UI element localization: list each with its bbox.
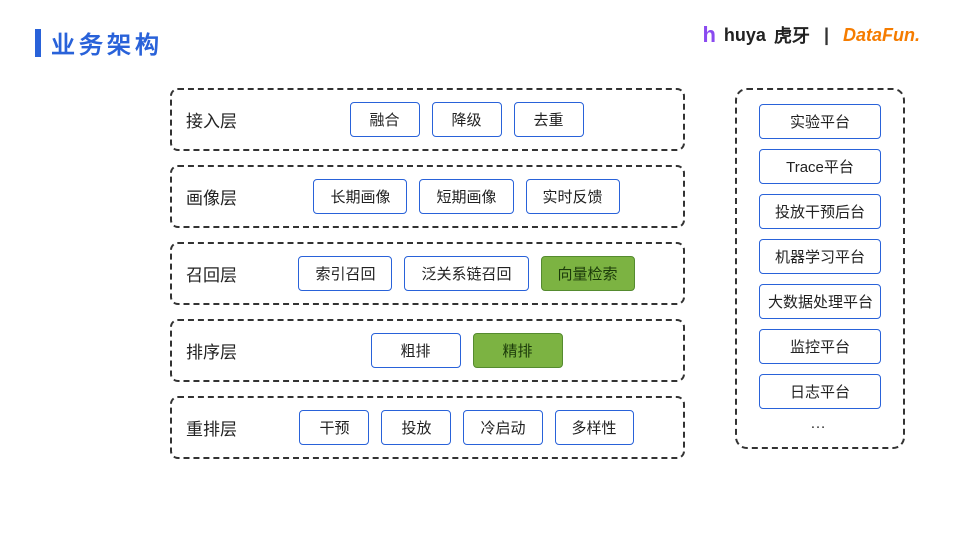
layer-access: 接入层 融合 降级 去重: [170, 88, 685, 151]
layer-recall: 召回层 索引召回 泛关系链召回 向量检索: [170, 242, 685, 305]
platform-box: 日志平台: [759, 374, 881, 409]
arch-box: 短期画像: [419, 179, 513, 214]
arch-box: 投放: [381, 410, 451, 445]
arch-box: 去重: [514, 102, 584, 137]
huya-logo-icon: h: [702, 22, 715, 48]
platform-sidebar: 实验平台 Trace平台 投放干预后台 机器学习平台 大数据处理平台 监控平台 …: [735, 88, 905, 449]
platform-box: Trace平台: [759, 149, 881, 184]
layer-label: 接入层: [186, 107, 246, 132]
page-title: 业务架构: [51, 25, 163, 60]
platform-box: 投放干预后台: [759, 194, 881, 229]
platform-box: 实验平台: [759, 104, 881, 139]
arch-box: 多样性: [555, 410, 634, 445]
platform-box: 机器学习平台: [759, 239, 881, 274]
arch-box: 长期画像: [313, 179, 407, 214]
layer-rank: 排序层 粗排 精排: [170, 319, 685, 382]
layer-items: 融合 降级 去重: [264, 102, 669, 137]
arch-box: 泛关系链召回: [404, 256, 528, 291]
arch-box: 粗排: [371, 333, 461, 368]
layer-label: 排序层: [186, 338, 246, 363]
title-accent: [35, 29, 41, 57]
platform-box: 监控平台: [759, 329, 881, 364]
logo-separator: |: [824, 25, 829, 46]
ellipsis: …: [759, 415, 881, 433]
huya-logo-en: huya: [724, 25, 766, 46]
platform-box: 大数据处理平台: [759, 284, 881, 319]
logo-area: h huya 虎牙 | DataFun.: [702, 22, 920, 48]
layers-column: 接入层 融合 降级 去重 画像层 长期画像 短期画像 实时反馈 召回层 索引召回…: [170, 88, 685, 459]
arch-box-highlight: 向量检索: [541, 256, 635, 291]
layer-items: 索引召回 泛关系链召回 向量检索: [264, 256, 669, 291]
layer-label: 召回层: [186, 261, 246, 286]
arch-box: 干预: [299, 410, 369, 445]
arch-box: 实时反馈: [526, 179, 620, 214]
title-bar: 业务架构: [35, 25, 163, 60]
arch-box: 冷启动: [463, 410, 542, 445]
arch-box: 降级: [432, 102, 502, 137]
layer-label: 重排层: [186, 415, 246, 440]
layer-items: 干预 投放 冷启动 多样性: [264, 410, 669, 445]
layer-items: 粗排 精排: [264, 333, 669, 368]
huya-logo-cn: 虎牙: [774, 22, 810, 48]
layer-rerank: 重排层 干预 投放 冷启动 多样性: [170, 396, 685, 459]
layer-profile: 画像层 长期画像 短期画像 实时反馈: [170, 165, 685, 228]
arch-box: 索引召回: [298, 256, 392, 291]
arch-box: 融合: [350, 102, 420, 137]
arch-box-highlight: 精排: [473, 333, 563, 368]
layer-items: 长期画像 短期画像 实时反馈: [264, 179, 669, 214]
layer-label: 画像层: [186, 184, 246, 209]
datafun-logo: DataFun.: [843, 25, 920, 46]
